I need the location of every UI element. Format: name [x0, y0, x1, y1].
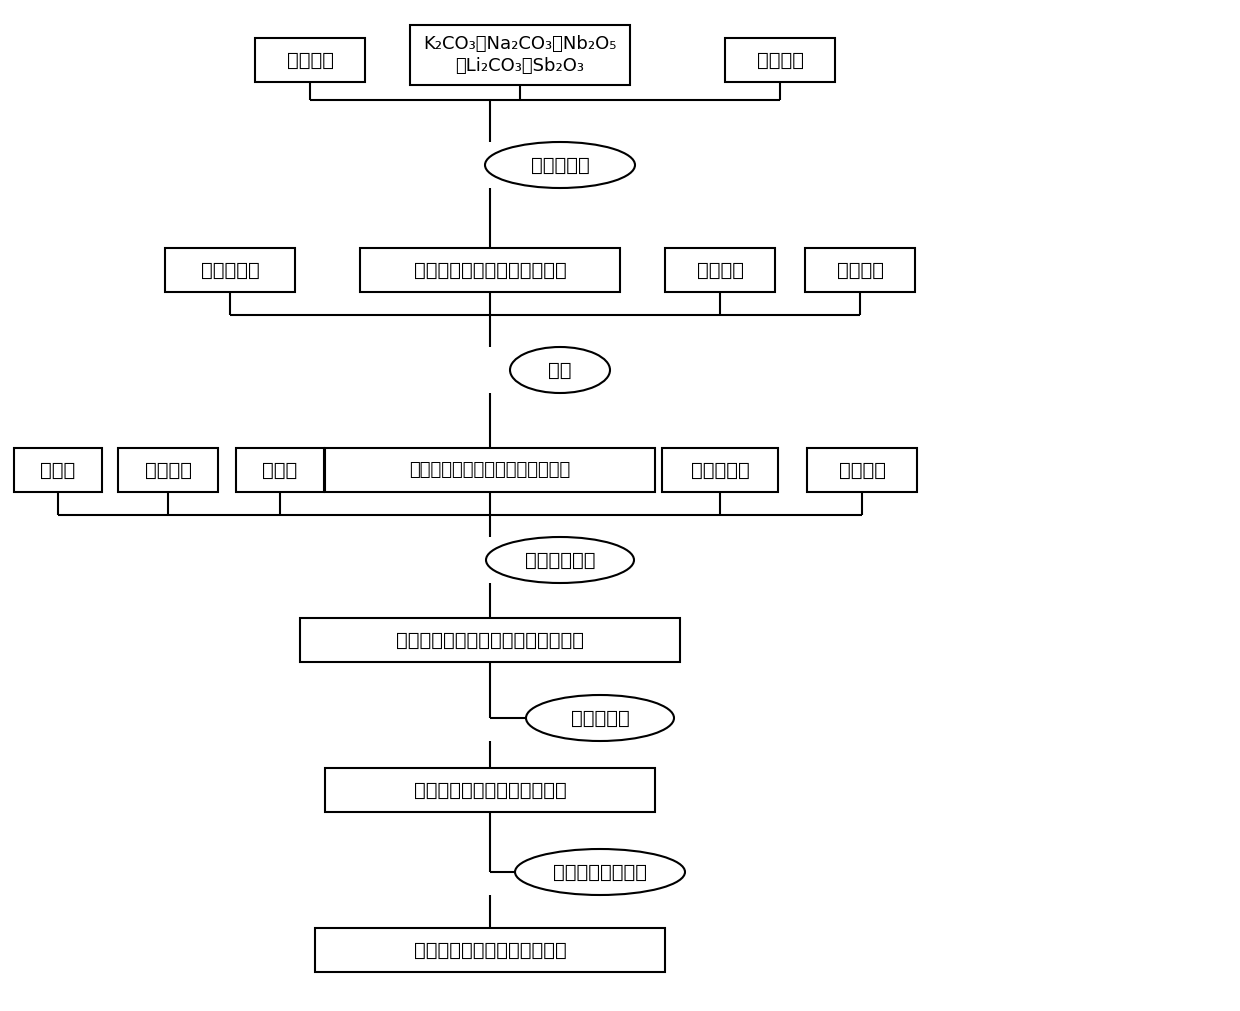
Text: 铌酸钾钠系无铅压电陶瓷生坯: 铌酸钾钠系无铅压电陶瓷生坯: [414, 780, 567, 800]
Text: 光固化铌酸钾钠系无铅压电陶瓷浆料: 光固化铌酸钾钠系无铅压电陶瓷浆料: [396, 631, 584, 649]
Bar: [325, 768, 655, 812]
Text: 光引发剂: 光引发剂: [145, 460, 191, 479]
Text: 消泡剂: 消泡剂: [41, 460, 76, 479]
Text: 氧化锆球: 氧化锆球: [286, 51, 334, 70]
Text: 表面活性剂: 表面活性剂: [201, 261, 259, 279]
Bar: [14, 448, 102, 492]
Text: 铌酸钾钠系无铅压电陶瓷粉末: 铌酸钾钠系无铅压电陶瓷粉末: [414, 261, 567, 279]
Text: 脱脂、烧结、极化: 脱脂、烧结、极化: [553, 862, 647, 882]
Bar: [118, 448, 218, 492]
Bar: [665, 248, 775, 292]
Ellipse shape: [510, 347, 610, 393]
Text: 丙烯酸树脂: 丙烯酸树脂: [691, 460, 749, 479]
Text: 改性铌酸钾钠系无铅压电陶瓷细粉: 改性铌酸钾钠系无铅压电陶瓷细粉: [409, 461, 570, 479]
Text: 氧化锆球: 氧化锆球: [837, 261, 883, 279]
Text: 无水乙醇: 无水乙醇: [697, 261, 744, 279]
Bar: [805, 248, 915, 292]
Text: 铌酸钾钠系无铅压电陶瓷结构: 铌酸钾钠系无铅压电陶瓷结构: [414, 940, 567, 959]
Text: 分散剂: 分散剂: [263, 460, 298, 479]
Bar: [236, 448, 324, 492]
Bar: [807, 448, 918, 492]
Ellipse shape: [526, 695, 675, 741]
Text: 无水乙醇: 无水乙醇: [756, 51, 804, 70]
Bar: [360, 248, 620, 292]
Bar: [662, 448, 777, 492]
Bar: [410, 25, 630, 85]
Text: 氧化锆球: 氧化锆球: [838, 460, 885, 479]
Ellipse shape: [515, 849, 684, 895]
Bar: [300, 618, 680, 662]
Text: 混合: 混合: [548, 361, 572, 379]
Text: K₂CO₃、Na₂CO₃、Nb₂O₅
、Li₂CO₃、Sb₂O₃: K₂CO₃、Na₂CO₃、Nb₂O₅ 、Li₂CO₃、Sb₂O₃: [423, 35, 616, 75]
Ellipse shape: [485, 142, 635, 188]
Text: 光固化成型: 光固化成型: [570, 709, 630, 728]
Bar: [325, 448, 655, 492]
Bar: [255, 38, 365, 82]
Bar: [725, 38, 835, 82]
Text: 混合、抽真空: 混合、抽真空: [525, 551, 595, 569]
Ellipse shape: [486, 537, 634, 583]
Text: 混合、预烧: 混合、预烧: [531, 156, 589, 175]
Bar: [165, 248, 295, 292]
Bar: [315, 928, 665, 972]
